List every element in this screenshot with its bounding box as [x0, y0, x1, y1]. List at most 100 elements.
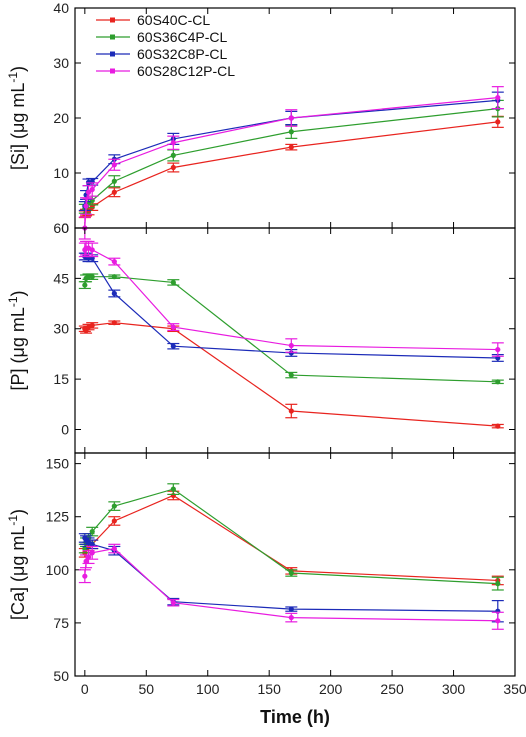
- data-point: [495, 581, 501, 587]
- y-axis-label-main: [P] (μg mL: [8, 307, 28, 390]
- data-point: [170, 324, 176, 330]
- y-tick-label: 0: [61, 421, 69, 437]
- x-axis-label: Time (h): [260, 707, 330, 727]
- series-60S28C12P-CL: [78, 86, 504, 240]
- y-tick-label: 20: [53, 110, 69, 126]
- y-tick-label: 150: [46, 456, 70, 472]
- data-point: [288, 408, 294, 414]
- data-point: [495, 423, 501, 429]
- data-point: [288, 144, 294, 150]
- data-point: [85, 554, 92, 560]
- data-point: [170, 600, 176, 606]
- y-axis-label-close: ): [8, 509, 28, 515]
- data-point: [83, 203, 89, 209]
- data-point: [288, 606, 294, 612]
- x-tick-label: 150: [258, 681, 282, 697]
- plot-frame: [74, 227, 516, 454]
- x-tick-label: 50: [138, 681, 154, 697]
- data-point: [495, 346, 501, 353]
- data-point: [89, 528, 95, 535]
- panel-3: 50 75 100 125 150 0 50 100 150 200 250 300 350 [Ca] (…: [6, 452, 526, 727]
- plot-frame: [74, 452, 516, 677]
- series-line: [84, 247, 498, 351]
- y-axis-label: [Ca] (μg mL-1): [6, 509, 28, 620]
- data-point: [170, 140, 176, 146]
- data-point: [288, 372, 294, 378]
- y-axis-label-sup: -1: [6, 296, 20, 307]
- data-point: [111, 162, 117, 168]
- y-axis-label-sup: -1: [6, 515, 20, 526]
- data-point: [89, 274, 95, 280]
- y-tick-label: 45: [53, 270, 69, 286]
- data-point: [89, 247, 95, 253]
- data-point: [288, 614, 294, 621]
- data-point: [170, 164, 176, 171]
- series-60S28C12P-CL: [78, 240, 504, 357]
- y-tick-label: 125: [46, 509, 70, 525]
- data-point: [288, 129, 294, 135]
- data-point: [170, 486, 176, 492]
- panel-1: 0 10 20 30 40 [Si] (μg mL-1) 60S40C-CL60S36C4P…: [6, 0, 516, 240]
- data-point: [111, 545, 117, 552]
- legend-marker: [110, 51, 115, 57]
- legend-marker: [110, 68, 115, 74]
- data-point: [111, 503, 117, 509]
- data-point: [170, 343, 176, 349]
- data-point: [85, 274, 92, 280]
- y-axis-label-main: [Ca] (μg mL: [8, 526, 28, 620]
- data-point: [111, 518, 117, 524]
- y-tick-label: 100: [46, 562, 70, 578]
- data-point: [111, 320, 117, 326]
- series-60S40C-CL: [78, 320, 504, 429]
- y-tick-label: 50: [53, 668, 69, 684]
- data-point: [89, 550, 95, 556]
- data-point: [495, 95, 501, 101]
- y-axis-label: [Si] (μg mL-1): [6, 66, 28, 170]
- data-point: [82, 282, 88, 288]
- y-axis-label-close: ): [8, 290, 28, 296]
- y-axis-label-close: ): [8, 66, 28, 72]
- y-tick-label: 30: [53, 55, 69, 71]
- y-tick-label: 15: [53, 371, 69, 387]
- data-point: [288, 570, 294, 576]
- series-line: [84, 276, 498, 383]
- legend-label: 60S40C-CL: [137, 12, 210, 28]
- legend: 60S40C-CL60S36C4P-CL60S32C8P-CL60S28C12P…: [96, 12, 235, 79]
- data-point: [288, 115, 294, 121]
- y-axis-label-main: [Si] (μg mL: [8, 83, 28, 170]
- data-point: [111, 178, 117, 184]
- x-tick-label: 350: [503, 681, 526, 697]
- series-60S32C8P-CL: [78, 533, 504, 623]
- data-point: [288, 342, 294, 349]
- series-60S28C12P-CL: [78, 543, 504, 630]
- data-point: [82, 573, 88, 579]
- data-point: [111, 274, 117, 280]
- legend-marker: [110, 34, 115, 40]
- legend-label: 60S36C4P-CL: [137, 29, 227, 45]
- legend-label: 60S28C12P-CL: [137, 63, 235, 79]
- x-tick-label: 100: [196, 681, 220, 697]
- y-tick-label: 60: [53, 220, 69, 236]
- data-point: [495, 379, 501, 385]
- legend-label: 60S32C8P-CL: [137, 46, 227, 62]
- data-point: [111, 189, 117, 195]
- y-axis-label-sup: -1: [6, 72, 20, 83]
- data-point: [170, 279, 176, 286]
- data-point: [89, 322, 95, 328]
- data-point: [89, 186, 95, 193]
- y-tick-label: 10: [53, 165, 69, 181]
- y-tick-label: 30: [53, 321, 69, 337]
- data-point: [170, 152, 176, 158]
- legend-marker: [110, 17, 115, 23]
- data-point: [288, 350, 294, 356]
- data-point: [495, 119, 501, 125]
- x-tick-label: 250: [380, 681, 404, 697]
- y-tick-label: 40: [53, 0, 69, 16]
- y-tick-label: 0: [61, 220, 69, 236]
- y-tick-label: 75: [53, 615, 69, 631]
- data-point: [89, 541, 95, 547]
- data-point: [85, 189, 92, 195]
- data-point: [111, 290, 117, 297]
